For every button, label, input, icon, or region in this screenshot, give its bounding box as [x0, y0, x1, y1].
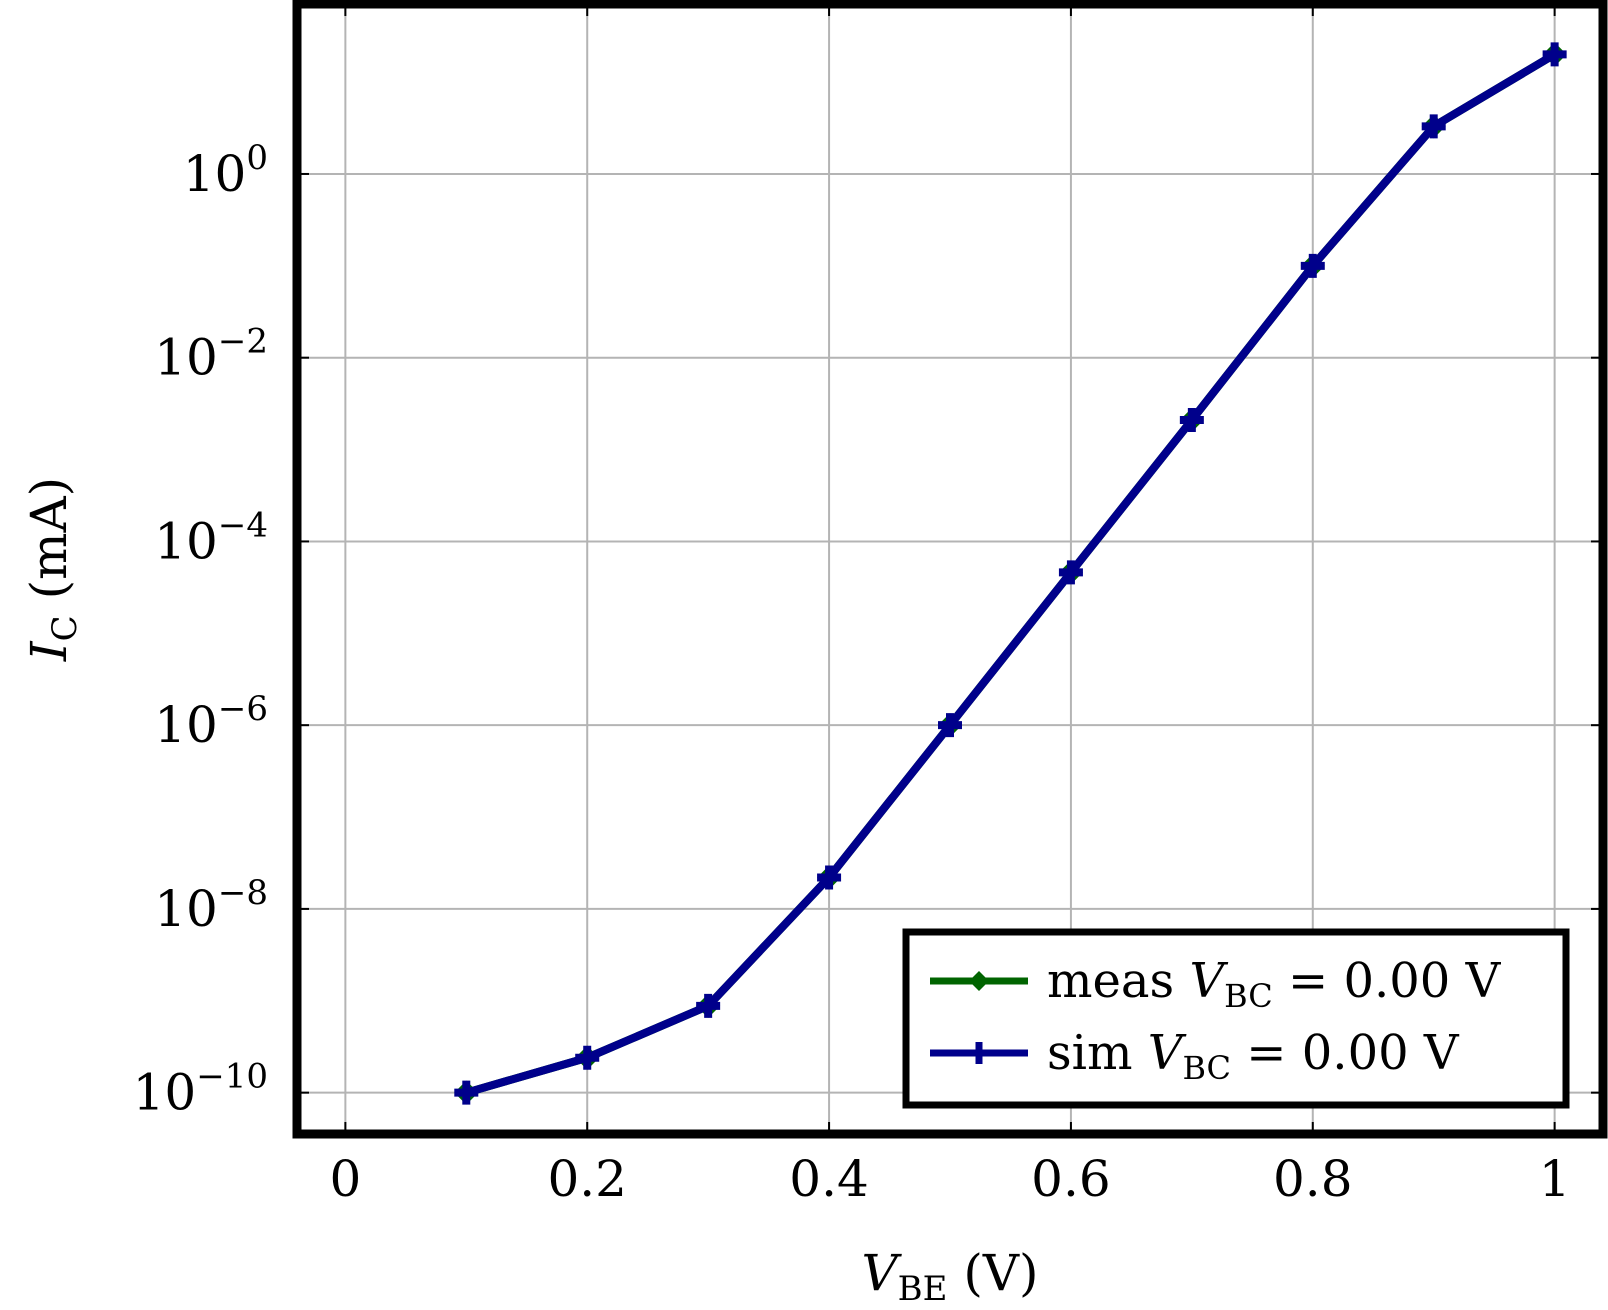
legend: meas VBC = 0.00 V sim VBC = 0.00 V	[902, 928, 1570, 1109]
legend-marker-sim	[968, 1042, 990, 1064]
series-sim	[454, 42, 1567, 1105]
y-axis-label: IC (mA)	[20, 477, 85, 662]
x-axis-label: VBE (V)	[862, 1244, 1039, 1309]
legend-label-sim: sim VBC = 0.00 V	[1047, 1025, 1460, 1087]
x-tick-label: 0.6	[1031, 1150, 1111, 1208]
y-tick-label: 10−2	[154, 322, 268, 387]
x-tick-label: 0.4	[789, 1150, 869, 1208]
legend-box	[902, 928, 1570, 1109]
data-point-sim	[454, 1080, 479, 1105]
y-tick-label: 10−6	[154, 689, 268, 754]
y-tick-label: 10−4	[154, 505, 268, 570]
ticks: 0 0.2 0.4 0.6 0.8 1 10−10 10−8 10−6 10−4 10−2 100	[133, 4, 1603, 1208]
y-tick-label: 10−8	[154, 873, 268, 938]
data-point-sim	[1421, 114, 1446, 139]
x-tick-label: 0.8	[1273, 1150, 1353, 1208]
plot-frame	[292, 0, 1608, 1139]
data-point-sim	[938, 713, 962, 738]
y-tick-label: 100	[183, 138, 268, 203]
data-point-sim	[1179, 407, 1204, 432]
data-point-sim	[1300, 253, 1325, 278]
x-tick-label: 1	[1539, 1150, 1571, 1208]
x-tick-label: 0	[329, 1150, 361, 1208]
data-point-sim	[1542, 42, 1567, 67]
y-tick-label: 10−10	[133, 1057, 268, 1122]
data-point-sim	[817, 865, 842, 890]
legend-entry-meas: meas VBC = 0.00 V	[930, 953, 1502, 1015]
legend-label-meas: meas VBC = 0.00 V	[1047, 953, 1502, 1015]
data-point-sim	[1058, 560, 1083, 585]
legend-marker-meas	[969, 971, 989, 991]
data-point-sim	[575, 1045, 600, 1070]
x-tick-label: 0.2	[547, 1150, 627, 1208]
legend-entry-sim: sim VBC = 0.00 V	[930, 1025, 1460, 1087]
data-point-sim	[696, 993, 721, 1018]
series-line-sim	[465, 50, 1557, 1097]
series-layer	[454, 42, 1567, 1105]
